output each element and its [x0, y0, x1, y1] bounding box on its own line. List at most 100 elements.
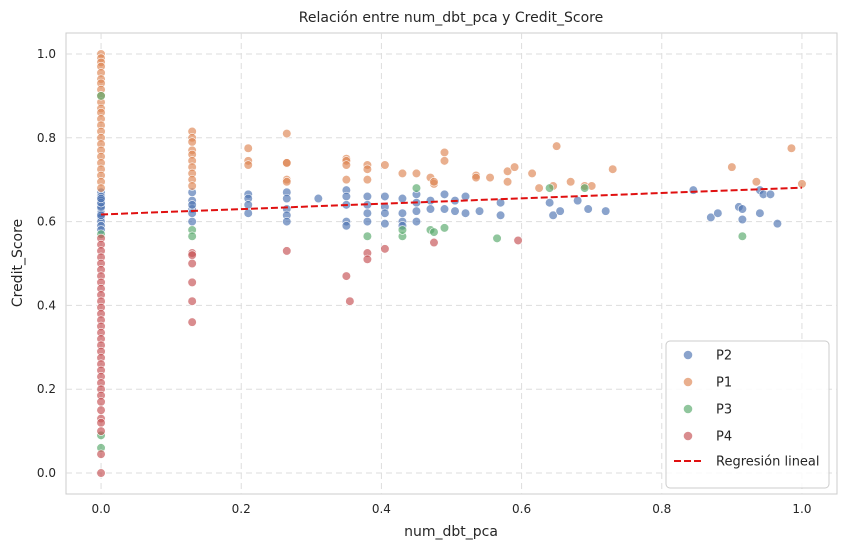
y-axis-label: Credit_Score — [10, 219, 26, 307]
point-p2 — [362, 208, 372, 218]
point-p1 — [439, 147, 450, 158]
x-axis-label: num_dbt_pca — [404, 524, 498, 540]
point-p2 — [362, 216, 372, 227]
legend-marker-p3 — [683, 404, 693, 414]
x-tick-label: 0.4 — [372, 502, 391, 516]
point-p2 — [460, 191, 471, 202]
point-p2 — [495, 210, 506, 220]
point-p2 — [765, 189, 776, 199]
legend-marker-p1 — [683, 377, 693, 387]
point-p1 — [341, 160, 351, 170]
point-p1 — [282, 158, 292, 168]
point-p2 — [573, 196, 583, 206]
point-p1 — [786, 143, 797, 153]
point-p3 — [545, 183, 555, 193]
point-p2 — [411, 216, 422, 227]
point-p3 — [439, 223, 450, 233]
point-p3 — [362, 231, 372, 241]
point-p4 — [96, 418, 106, 428]
point-p1 — [527, 168, 537, 178]
point-p1 — [485, 172, 495, 183]
legend-box — [665, 340, 830, 489]
point-p4 — [187, 317, 197, 327]
point-p3 — [429, 227, 439, 237]
x-tick-label: 0.8 — [652, 502, 671, 516]
x-tick-label: 1.0 — [792, 502, 811, 516]
point-p1 — [566, 177, 576, 187]
point-p2 — [713, 208, 723, 218]
point-p2 — [425, 204, 436, 214]
point-p3 — [492, 233, 502, 243]
scatter-points — [96, 49, 807, 478]
point-p2 — [341, 191, 351, 202]
point-p1 — [429, 177, 439, 187]
point-p1 — [608, 164, 618, 174]
point-p1 — [243, 160, 253, 170]
legend-label-regression: Regresión lineal — [716, 455, 820, 470]
point-p1 — [362, 164, 372, 174]
chart-title: Relación entre num_dbt_pca y Credit_Scor… — [299, 10, 603, 26]
point-p1 — [411, 168, 422, 178]
y-ticks: 0.0 0.2 0.4 0.6 0.8 1.0 — [37, 47, 56, 480]
point-p1 — [187, 137, 197, 147]
point-p2 — [495, 198, 506, 208]
point-p2 — [397, 193, 408, 204]
point-p1 — [187, 181, 197, 191]
y-tick-label: 1.0 — [37, 47, 56, 61]
point-p1 — [509, 162, 520, 172]
point-p2 — [187, 216, 197, 227]
point-p2 — [425, 196, 436, 206]
point-p2 — [362, 191, 372, 202]
point-p2 — [450, 206, 460, 216]
legend-label-p4: P4 — [716, 430, 732, 445]
point-p4 — [96, 405, 106, 415]
regression-line-group — [101, 186, 802, 216]
point-p2 — [583, 204, 593, 214]
point-p2 — [380, 191, 390, 202]
x-tick-label: 0.2 — [232, 502, 251, 516]
point-p1 — [502, 166, 513, 176]
y-tick-label: 0.4 — [37, 298, 56, 312]
legend: P2 P1 P3 P4 Regresión lineal — [665, 340, 830, 489]
point-p2 — [397, 208, 408, 218]
point-p3 — [737, 231, 747, 241]
point-p2 — [737, 214, 747, 225]
point-p2 — [282, 193, 292, 204]
point-p1 — [362, 175, 372, 185]
point-p2 — [243, 208, 253, 218]
point-p1 — [282, 177, 292, 187]
point-p2 — [380, 219, 390, 229]
regression-line — [101, 186, 802, 216]
legend-marker-p2 — [683, 350, 693, 360]
point-p2 — [96, 210, 106, 220]
point-p4 — [187, 250, 197, 260]
point-p2 — [96, 193, 106, 204]
y-tick-label: 0.8 — [37, 131, 56, 145]
point-p2 — [772, 219, 783, 229]
point-p2 — [439, 189, 450, 199]
point-p2 — [439, 204, 450, 214]
legend-label-p3: P3 — [716, 403, 732, 418]
point-p4 — [96, 426, 106, 436]
point-p4 — [187, 258, 197, 269]
point-p4 — [429, 237, 439, 248]
point-p2 — [341, 221, 351, 231]
legend-label-p2: P2 — [716, 349, 732, 364]
point-p2 — [474, 206, 485, 216]
point-p4 — [96, 468, 106, 478]
point-p2 — [187, 200, 197, 210]
point-p4 — [187, 277, 197, 287]
x-ticks: 0.0 0.2 0.4 0.6 0.8 1.0 — [91, 502, 811, 516]
point-p1 — [397, 168, 408, 178]
x-tick-label: 0.0 — [91, 502, 110, 516]
point-p1 — [439, 156, 450, 166]
point-p2 — [411, 206, 422, 216]
point-p2 — [380, 208, 390, 218]
point-p1 — [797, 179, 807, 189]
point-p1 — [552, 141, 562, 151]
point-p1 — [341, 175, 351, 185]
point-p3 — [580, 183, 590, 193]
point-p1 — [534, 183, 544, 193]
point-p3 — [397, 225, 408, 235]
